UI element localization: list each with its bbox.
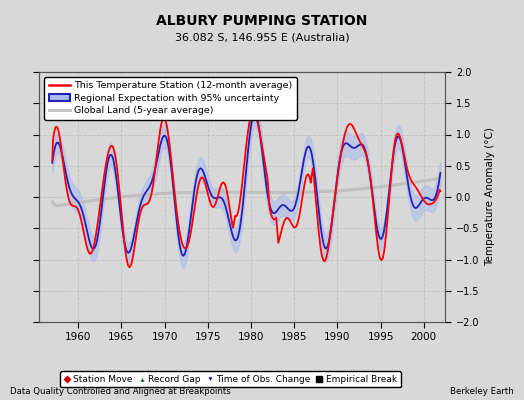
Legend: Station Move, Record Gap, Time of Obs. Change, Empirical Break: Station Move, Record Gap, Time of Obs. C… (60, 371, 400, 388)
Text: 36.082 S, 146.955 E (Australia): 36.082 S, 146.955 E (Australia) (174, 32, 350, 42)
Text: Data Quality Controlled and Aligned at Breakpoints: Data Quality Controlled and Aligned at B… (10, 387, 231, 396)
Text: ALBURY PUMPING STATION: ALBURY PUMPING STATION (156, 14, 368, 28)
Text: Berkeley Earth: Berkeley Earth (450, 387, 514, 396)
Y-axis label: Temperature Anomaly (°C): Temperature Anomaly (°C) (485, 128, 495, 266)
